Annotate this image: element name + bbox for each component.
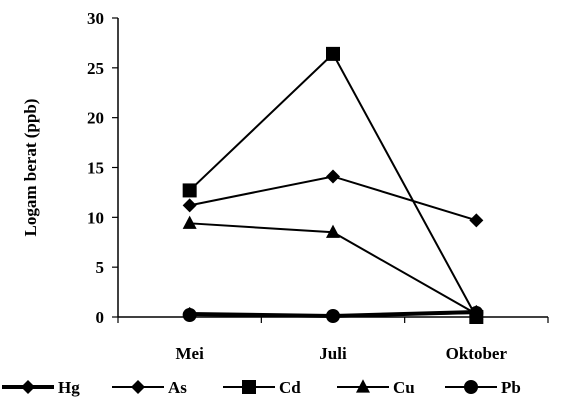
point-cu (326, 224, 340, 238)
legend-item-pb: Pb (445, 378, 521, 397)
x-axis-ticks: Mei Juli Oktober (117, 317, 549, 363)
y-tick-label: 0 (96, 308, 105, 327)
series-pb (182, 306, 484, 324)
point-as (469, 213, 484, 228)
y-tick-label: 10 (87, 208, 104, 227)
axes (117, 18, 548, 318)
y-tick-label: 5 (96, 258, 105, 277)
legend-label: Hg (58, 378, 80, 397)
point-as (326, 169, 340, 184)
series-cd (182, 46, 484, 324)
legend: Hg As Cd Cu Pb (2, 378, 521, 397)
legend-label: Pb (501, 378, 521, 397)
point-as (182, 198, 197, 213)
legend-marker-cu (356, 379, 370, 393)
x-tick-label: Juli (319, 344, 347, 363)
legend-marker-as (131, 380, 145, 394)
series-as (182, 169, 484, 228)
legend-marker-pb (464, 380, 478, 394)
point-cd (182, 183, 197, 198)
y-tick-label: 15 (87, 159, 104, 178)
point-pb (182, 308, 197, 323)
series-line-cd (188, 52, 478, 318)
series-cu (182, 215, 484, 320)
legend-item-as: As (112, 378, 187, 397)
point-cu (182, 215, 197, 229)
legend-label: As (168, 378, 187, 397)
legend-item-cu: Cu (337, 378, 415, 397)
point-pb (326, 309, 340, 324)
y-tick-label: 30 (87, 9, 104, 28)
x-tick-label: Mei (176, 344, 205, 363)
y-tick-label: 20 (87, 109, 104, 128)
series-layer (182, 46, 484, 324)
y-axis-ticks: 0 5 10 15 20 25 30 (87, 9, 118, 327)
point-cd (326, 46, 340, 61)
point-pb (469, 306, 484, 321)
x-tick-label: Oktober (446, 344, 508, 363)
legend-marker-hg (21, 380, 35, 394)
legend-label: Cu (393, 378, 415, 397)
legend-marker-cd (242, 380, 256, 394)
y-axis-title: Logam berat (ppb) (21, 99, 40, 237)
legend-label: Cd (279, 378, 301, 397)
legend-item-hg: Hg (2, 378, 80, 397)
legend-item-cd: Cd (223, 378, 301, 397)
y-tick-label: 25 (87, 59, 104, 78)
